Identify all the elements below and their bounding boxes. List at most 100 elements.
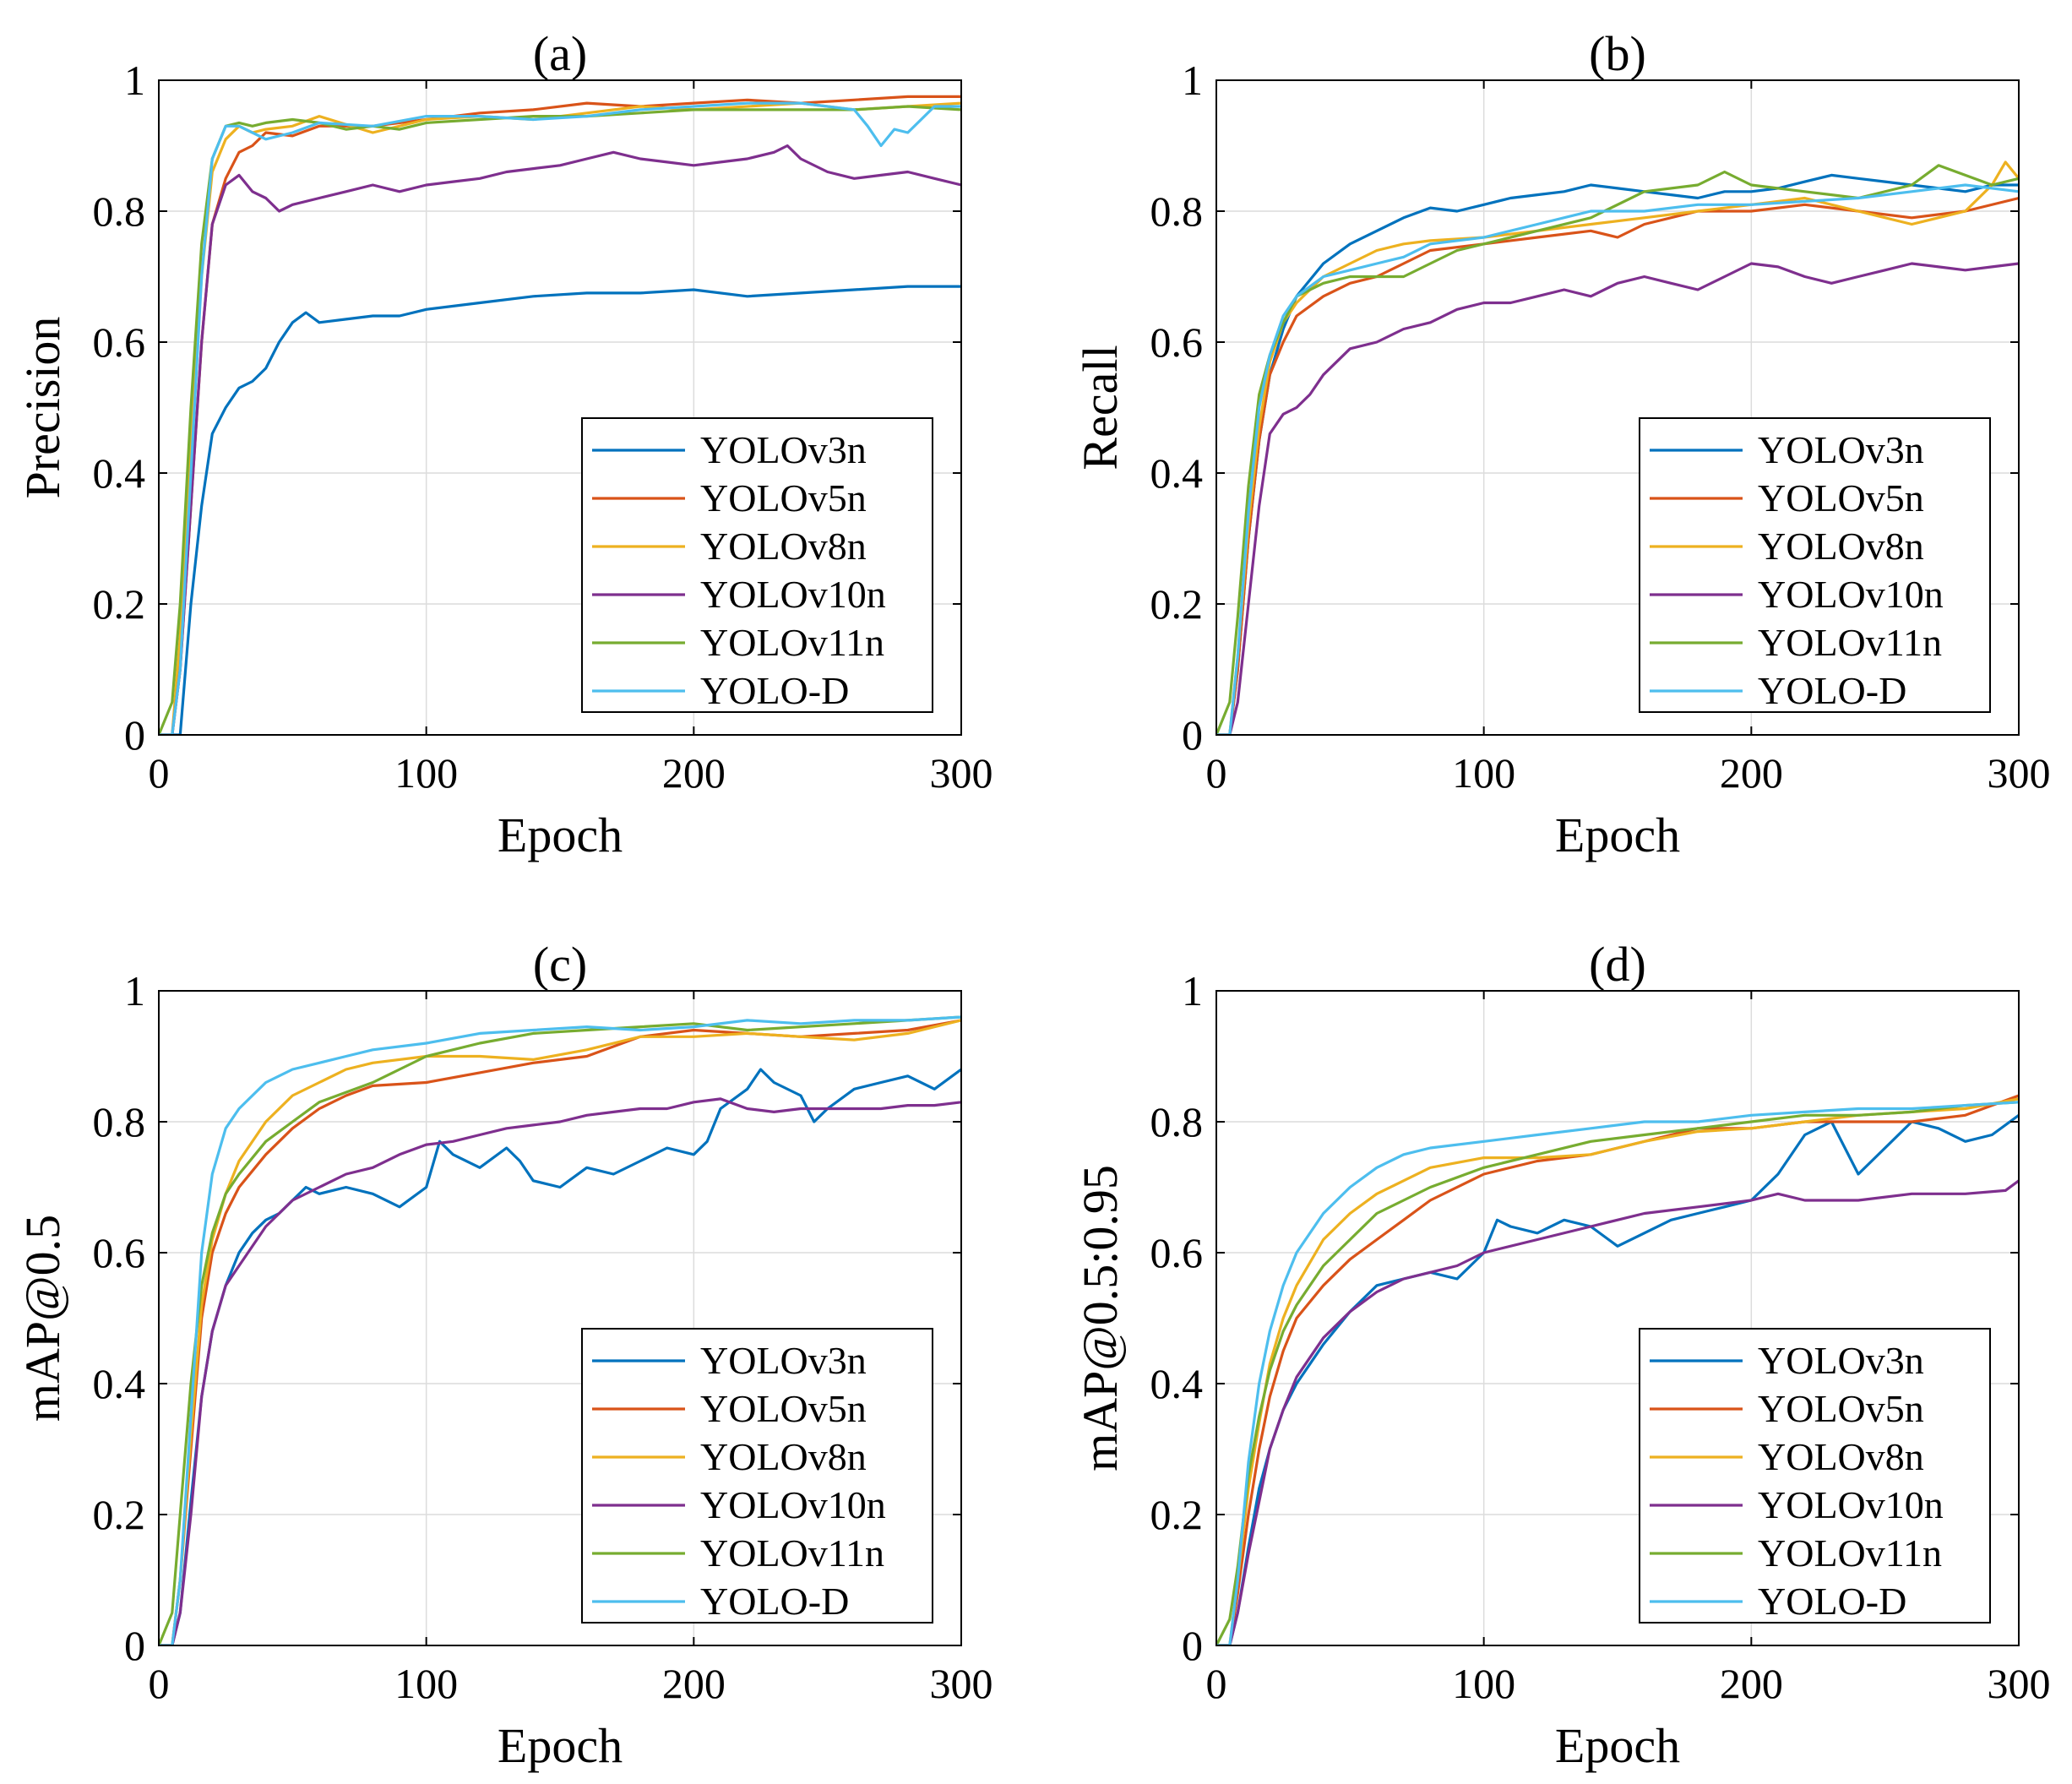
legend-label: YOLOv3n: [1758, 428, 1924, 471]
series-group: [1216, 160, 2019, 735]
legend-label: YOLOv3n: [700, 1339, 867, 1382]
y-tick-label: 0: [124, 711, 145, 759]
y-tick-label: 0.2: [1150, 1491, 1204, 1538]
y-tick-label: 1: [124, 967, 145, 1014]
x-tick-label: 100: [1452, 749, 1515, 797]
legend-label: YOLO-D: [1758, 1580, 1906, 1623]
series-line-yolov11n: [159, 1015, 961, 1645]
y-tick-label: 0.4: [1150, 1360, 1204, 1407]
y-tick-label: 0.4: [93, 449, 146, 497]
chart-title: (b): [1589, 26, 1646, 81]
legend-label: YOLOv10n: [700, 1483, 886, 1526]
legend-label: YOLO-D: [700, 1580, 849, 1623]
chart-title: (c): [533, 937, 587, 992]
y-tick-label: 1: [124, 57, 145, 104]
legend-label: YOLOv11n: [700, 1531, 884, 1575]
series-line-yolov8n: [1216, 1097, 2019, 1645]
x-axis-label: Epoch: [498, 808, 623, 862]
x-axis-label: Epoch: [498, 1718, 623, 1773]
legend: YOLOv3n YOLOv5n YOLOv8n YOLOv10n YOLOv11n YOL…: [581, 1328, 933, 1624]
y-axis-label: mAP@0.5:0.95: [1073, 1165, 1128, 1471]
legend: YOLOv3n YOLOv5n YOLOv8n YOLOv10n YOLOv11n YOL…: [1639, 417, 1991, 713]
legend-box: [1639, 1328, 1991, 1624]
series-group: [159, 1015, 961, 1645]
series-line-yolov3n: [159, 285, 961, 735]
y-axis-label: Precision: [15, 317, 70, 499]
series-line-yolov11n: [1216, 1101, 2019, 1645]
legend-label: YOLOv8n: [1758, 525, 1924, 568]
legend-box: [581, 1328, 933, 1624]
legend-label: YOLOv11n: [1758, 1531, 1942, 1575]
x-tick-label: 200: [1720, 1660, 1783, 1707]
x-tick-label: 0: [149, 1660, 170, 1707]
y-tick-label: 0.6: [93, 318, 146, 366]
series-group: [1216, 1094, 2019, 1645]
y-tick-label: 0.6: [1150, 318, 1204, 366]
x-tick-label: 300: [930, 1660, 993, 1707]
legend-label: YOLOv5n: [1758, 476, 1924, 519]
y-tick-label: 0.2: [93, 580, 146, 628]
chart-panel: 0 100 200 300 0 0.2 0.4 0.6 0.8 1 (d) Epoch mAP@0.5:…: [1073, 937, 2051, 1773]
x-axis-label: Epoch: [1555, 808, 1680, 862]
plot-frame: [1215, 79, 2020, 736]
series-line-yolov3n: [1216, 173, 2019, 735]
legend-label: YOLOv8n: [700, 1435, 867, 1478]
x-tick-label: 100: [1452, 1660, 1515, 1707]
x-tick-label: 300: [1988, 1660, 2051, 1707]
y-tick-label: 0.6: [93, 1229, 146, 1276]
series-line-yolo-d: [1216, 1101, 2019, 1645]
y-tick-label: 0.8: [93, 1098, 146, 1145]
series-group: [159, 95, 961, 735]
legend-label: YOLOv11n: [700, 621, 884, 664]
legend-label: YOLOv5n: [700, 476, 867, 519]
legend-label: YOLOv10n: [1758, 573, 1944, 616]
series-line-yolov10n: [159, 1097, 961, 1645]
chart-panel: 0 100 200 300 0 0.2 0.4 0.6 0.8 1 (c) Epoch mAP@0.5 Y…: [15, 937, 993, 1773]
plot-frame: [1215, 990, 2020, 1646]
y-tick-label: 0.2: [1150, 580, 1204, 628]
x-tick-label: 100: [394, 1660, 458, 1707]
x-tick-label: 300: [1988, 749, 2051, 797]
legend: YOLOv3n YOLOv5n YOLOv8n YOLOv10n YOLOv11n YOL…: [581, 417, 933, 713]
legend-label: YOLOv8n: [1758, 1435, 1924, 1478]
legend-label: YOLOv11n: [1758, 621, 1942, 664]
legend-label: YOLOv10n: [700, 573, 886, 616]
legend-label: YOLOv5n: [700, 1387, 867, 1430]
y-tick-label: 0.6: [1150, 1229, 1204, 1276]
legend-label: YOLOv3n: [700, 428, 867, 471]
y-tick-label: 1: [1182, 57, 1203, 104]
y-tick-label: 1: [1182, 967, 1203, 1014]
legend-box: [581, 417, 933, 713]
plot-frame: [158, 990, 962, 1646]
x-tick-label: 200: [662, 1660, 726, 1707]
legend-label: YOLOv3n: [1758, 1339, 1924, 1382]
series-line-yolov10n: [159, 144, 961, 735]
x-tick-label: 100: [394, 749, 458, 797]
y-axis-label: mAP@0.5: [15, 1215, 70, 1422]
y-tick-label: 0.8: [1150, 188, 1204, 235]
legend-label: YOLOv8n: [700, 525, 867, 568]
series-line-yolov10n: [1216, 1179, 2019, 1645]
y-tick-label: 0: [1182, 711, 1203, 759]
series-line-yolov5n: [1216, 196, 2019, 735]
x-tick-label: 300: [930, 749, 993, 797]
x-tick-label: 200: [1720, 749, 1783, 797]
chart-title: (d): [1589, 937, 1646, 992]
series-line-yolo-d: [159, 101, 961, 735]
y-tick-label: 0: [1182, 1622, 1203, 1669]
legend-label: YOLOv5n: [1758, 1387, 1924, 1430]
series-line-yolo-d: [1216, 183, 2019, 735]
series-line-yolov8n: [1216, 160, 2019, 735]
legend-label: YOLOv10n: [1758, 1483, 1944, 1526]
y-axis-label: Recall: [1073, 345, 1128, 470]
y-tick-label: 0.2: [93, 1491, 146, 1538]
x-tick-label: 0: [1206, 749, 1227, 797]
series-line-yolov10n: [1216, 262, 2019, 735]
plot-frame: [158, 79, 962, 736]
series-line-yolov3n: [159, 1068, 961, 1645]
series-line-yolov11n: [159, 105, 961, 735]
y-tick-label: 0.8: [1150, 1098, 1204, 1145]
chart-panel: 0 100 200 300 0 0.2 0.4 0.6 0.8 1 (b) Epoch Recall YO…: [1073, 26, 2051, 862]
legend-label: YOLO-D: [700, 669, 849, 712]
